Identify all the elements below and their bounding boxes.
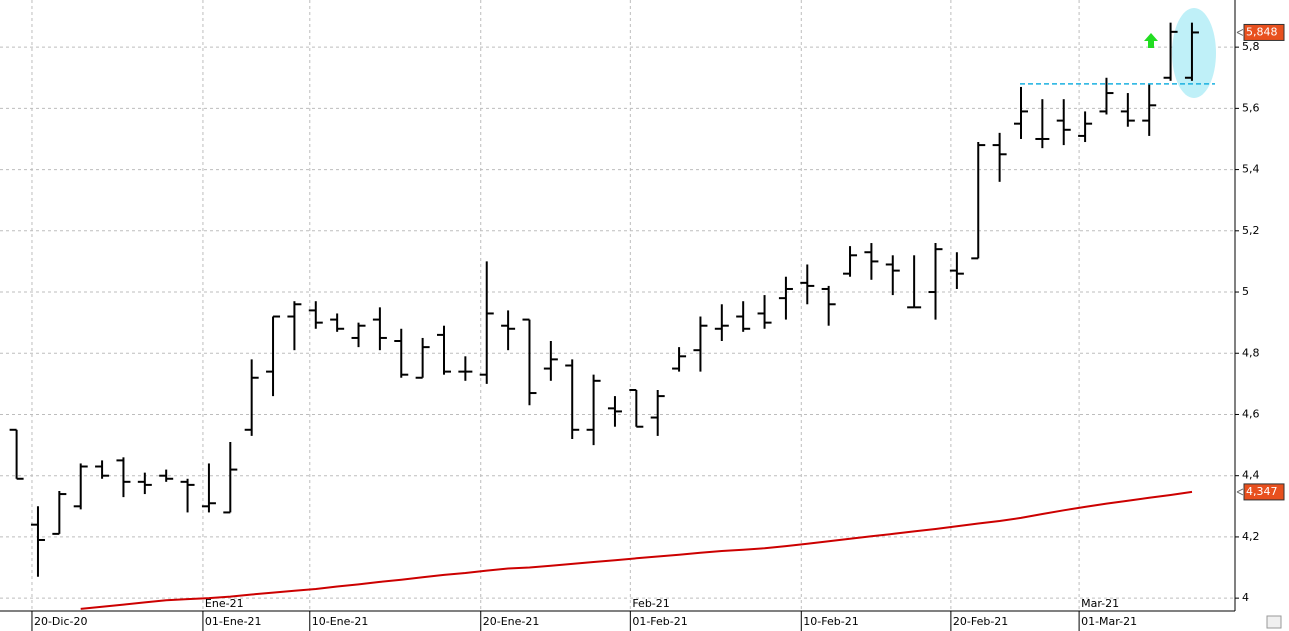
ohlc-bar [650, 389, 665, 436]
x-tick-label: 20-Ene-21 [483, 615, 540, 628]
x-tick-label: 01-Feb-21 [632, 615, 687, 628]
ohlc-bar [1120, 93, 1135, 127]
ohlc-bar [9, 428, 24, 480]
ohlc-bar [629, 388, 644, 428]
ohlc-bar [693, 316, 708, 372]
ohlc-bar [736, 301, 751, 332]
y-tick-label: 4,8 [1242, 346, 1260, 359]
price-pointer [1236, 29, 1244, 36]
ohlc-bar [1099, 77, 1114, 115]
y-tick-label: 5,6 [1242, 101, 1260, 114]
ohlc-bar [522, 318, 537, 406]
y-tick-label: 4,6 [1242, 407, 1260, 420]
ohlc-bar [266, 315, 281, 397]
price-label-box [1243, 483, 1285, 501]
ohlc-bar [180, 478, 195, 513]
corner-icon [1266, 615, 1282, 629]
ohlc-bar [757, 295, 772, 329]
ohlc-bar [565, 359, 580, 439]
ohlc-bar [372, 307, 387, 351]
ohlc-bar [159, 469, 174, 482]
ohlc-bar [223, 442, 238, 514]
ohlc-bar [73, 463, 88, 510]
ohlc-bar [394, 328, 409, 378]
ohlc-bar [1078, 111, 1093, 143]
ohlc-bar [479, 261, 494, 384]
ohlc-bar [501, 310, 516, 351]
x-tick-label: 10-Ene-21 [312, 615, 369, 628]
ohlc-bar [201, 463, 216, 513]
ohlc-bar [95, 460, 110, 479]
ohlc-bar [1013, 86, 1028, 139]
price-label-box [1243, 23, 1285, 41]
y-tick-label: 5,2 [1242, 224, 1260, 237]
ohlc-bar [843, 246, 858, 277]
ohlc-bar [543, 341, 558, 381]
y-tick-label: 5,4 [1242, 163, 1260, 176]
ohlc-bar [907, 255, 922, 309]
ohlc-bar [137, 472, 152, 495]
ohlc-bar [330, 313, 345, 332]
month-label: Ene-21 [205, 597, 244, 610]
price-label: 5,848 [1246, 25, 1278, 38]
ohlc-bar [30, 506, 45, 577]
marks [9, 22, 1199, 610]
ohlc-bar [1142, 83, 1157, 136]
ohlc-bar [864, 243, 879, 280]
ohlc-bar [1056, 99, 1071, 146]
ohlc-bar [1035, 99, 1050, 149]
price-pointer [1236, 488, 1244, 496]
ohlc-bar [992, 132, 1007, 182]
month-label: Feb-21 [632, 597, 669, 610]
ohlc-bar [308, 301, 323, 329]
ohlc-bar [800, 264, 815, 305]
ohlc-bar [244, 359, 259, 436]
y-tick-label: 5 [1242, 285, 1249, 298]
ohlc-bar [116, 457, 131, 498]
x-tick-label: 20-Dic-20 [34, 615, 88, 628]
ohlc-bar [351, 322, 366, 348]
price-label: 4,347 [1246, 485, 1278, 498]
ohlc-bar [1184, 22, 1199, 81]
up-arrow [1144, 33, 1158, 48]
ohlc-bar [821, 285, 836, 326]
ohlc-bar [928, 243, 943, 320]
highlight-ellipse [1172, 8, 1216, 98]
ohlc-bar [949, 252, 964, 289]
ohlc-bar [52, 491, 67, 535]
ohlc-bar [415, 337, 430, 379]
x-tick-label: 20-Feb-21 [953, 615, 1008, 628]
ohlc-bar [714, 304, 729, 342]
x-tick-label: 01-Mar-21 [1081, 615, 1137, 628]
y-tick-label: 5,8 [1242, 40, 1260, 53]
ohlc-bar [971, 142, 986, 260]
y-tick-label: 4 [1242, 591, 1249, 604]
ohlc-bar [607, 396, 622, 427]
moving-average-line [80, 490, 1193, 610]
ohlc-bar [437, 325, 451, 375]
ohlc-bar [287, 301, 302, 351]
ohlc-bar [778, 276, 793, 320]
x-tick-label: 01-Ene-21 [205, 615, 262, 628]
ohlc-bar [586, 374, 601, 446]
y-tick-label: 4,2 [1242, 530, 1260, 543]
ohlc-bar [1163, 22, 1178, 81]
ohlc-bar [458, 356, 473, 381]
ohlc-bar [672, 347, 687, 372]
x-tick-label: 10-Feb-21 [803, 615, 858, 628]
y-tick-label: 4,4 [1242, 469, 1260, 482]
ohlc-bar [885, 255, 900, 296]
month-label: Mar-21 [1081, 597, 1119, 610]
